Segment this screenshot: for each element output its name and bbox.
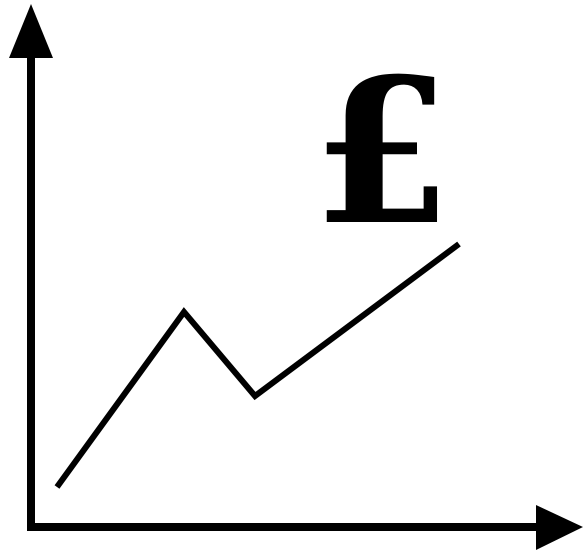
horizontal-arrowhead — [536, 505, 583, 550]
trend-line — [54, 241, 461, 489]
vertical-arrowhead — [9, 4, 53, 58]
pound-symbol: £ — [312, 35, 451, 270]
